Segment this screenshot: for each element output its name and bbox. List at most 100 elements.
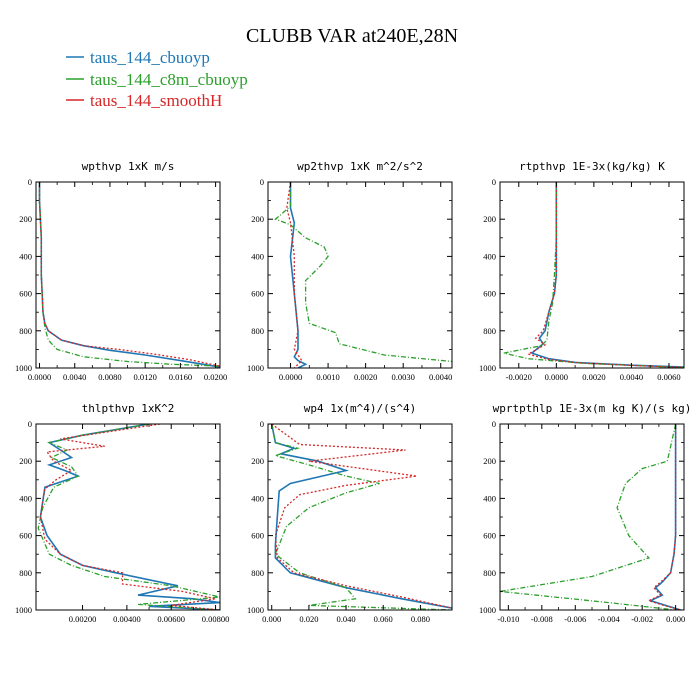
panel-2-ytick-label: 400 [483, 251, 496, 261]
panel-1-series-0 [289, 182, 308, 368]
panel-2: rtpthvp 1E-3x(kg/kg) K 0 200 400 600 800 1000-… [479, 160, 685, 382]
panel-1-ytick-label: 200 [251, 214, 264, 224]
panel-4-title: wp4 1x(m^4)/(s^4) [304, 402, 417, 415]
panel-5-ytick-label: 1000 [479, 605, 496, 615]
panel-2-xtick-label: 0.0020 [582, 372, 605, 382]
panel-5-ytick-label: 200 [483, 456, 496, 466]
panel-4-series-0 [270, 424, 452, 609]
panel-1: wp2thvp 1xK m^2/s^2 0 200 400 600 800 1000 0.00… [247, 160, 453, 382]
legend-label-1: taus_144_c8m_cbuoyp [90, 70, 248, 89]
panel-4-series-2 [271, 424, 452, 609]
panel-4-xtick-label: 0.060 [374, 614, 393, 624]
legend: taus_144_cbuoyp taus_144_c8m_cbuoyp taus… [66, 48, 248, 110]
panel-0-ytick-label: 800 [19, 326, 32, 336]
panel-4-xtick-label: 0.020 [299, 614, 318, 624]
panel-5-frame [499, 423, 685, 611]
panel-0-ytick-label: 1000 [15, 363, 32, 373]
panel-5-ytick-label: 600 [483, 531, 496, 541]
panel-1-xtick-label: 0.0040 [429, 372, 452, 382]
panel-3-series-1 [37, 424, 220, 610]
panel-1-ytick-label: 400 [251, 251, 264, 261]
panel-2-xtick-label: 0.0040 [620, 372, 643, 382]
panel-4-ytick-label: 800 [251, 568, 264, 578]
panel-1-xtick-label: 0.0020 [354, 372, 377, 382]
panel-5-xtick-label: -0.010 [497, 614, 519, 624]
panel-3: thlpthvp 1xK^2 0 200 400 600 800 1000 0.00200 0.… [15, 402, 229, 624]
panel-2-ytick-label: 0 [492, 177, 496, 187]
panel-5-xtick-label: -0.008 [531, 614, 553, 624]
panel-1-ytick-label: 1000 [247, 363, 264, 373]
panel-5-xtick-label: -0.006 [564, 614, 586, 624]
panel-2-title: rtpthvp 1E-3x(kg/kg) K [519, 160, 665, 173]
panel-4-xtick-label: 0.000 [262, 614, 281, 624]
panel-5-ytick-label: 400 [483, 493, 496, 503]
panel-0-series-0 [38, 182, 220, 368]
legend-label-0: taus_144_cbuoyp [90, 48, 210, 67]
panel-1-series-2 [286, 182, 303, 368]
panel-0-title: wpthvp 1xK m/s [82, 160, 175, 173]
panel-0-ytick-label: 400 [19, 251, 32, 261]
panel-1-ytick-label: 0 [260, 177, 264, 187]
panel-3-ytick-label: 600 [19, 531, 32, 541]
panel-3-title: thlpthvp 1xK^2 [82, 402, 175, 415]
panel-3-ytick-label: 400 [19, 493, 32, 503]
figure-title: CLUBB VAR at240E,28N [246, 25, 458, 47]
panel-0-xtick-label: 0.0000 [28, 372, 51, 382]
panel-3-ytick-label: 0 [28, 419, 32, 429]
panel-2-frame [499, 181, 685, 369]
panel-4-xtick-label: 0.040 [336, 614, 355, 624]
panel-0-xtick-label: 0.0080 [98, 372, 121, 382]
panel-4-ytick-label: 1000 [247, 605, 264, 615]
panel-2-ytick-label: 800 [483, 326, 496, 336]
panel-0-xtick-label: 0.0040 [63, 372, 86, 382]
panel-1-xtick-label: 0.0010 [316, 372, 339, 382]
panel-5-series-1 [500, 424, 677, 610]
panel-1-ytick-label: 600 [251, 289, 264, 299]
panel-4-xtick-label: 0.080 [411, 614, 430, 624]
panel-1-xtick-label: 0.0000 [279, 372, 302, 382]
panel-0-ytick-label: 0 [28, 177, 32, 187]
panel-3-series-0 [39, 424, 220, 610]
panel-2-ytick-label: 1000 [479, 363, 496, 373]
panel-1-xtick-label: 0.0030 [391, 372, 414, 382]
panel-5-series-2 [647, 424, 681, 610]
panel-0-ytick-label: 600 [19, 289, 32, 299]
panel-4-ytick-label: 200 [251, 456, 264, 466]
legend-label-2: taus_144_smoothH [90, 91, 222, 110]
panel-0-xtick-label: 0.0120 [133, 372, 156, 382]
panel-2-ytick-label: 600 [483, 289, 496, 299]
panel-3-ytick-label: 200 [19, 456, 32, 466]
panel-5-xtick-label: 0.000 [666, 614, 685, 624]
panel-4-ytick-label: 600 [251, 531, 264, 541]
panel-2-series-1 [503, 182, 684, 368]
panel-5-xtick-label: -0.004 [598, 614, 621, 624]
panel-4-frame [267, 423, 453, 611]
panel-1-frame [267, 181, 453, 369]
panel-2-xtick-label: 0.0000 [545, 372, 568, 382]
panel-1-series-1 [274, 182, 452, 363]
panel-0-series-2 [38, 182, 220, 367]
panel-1-title: wp2thvp 1xK m^2/s^2 [297, 160, 423, 173]
panel-3-xtick-label: 0.00600 [157, 614, 185, 624]
panel-3-xtick-label: 0.00200 [69, 614, 97, 624]
panel-3-xtick-label: 0.00800 [202, 614, 230, 624]
panel-4-ytick-label: 0 [260, 419, 264, 429]
panel-2-xtick-label: -0.0020 [506, 372, 532, 382]
panel-2-xtick-label: 0.0060 [657, 372, 680, 382]
panel-0-series-1 [38, 182, 220, 367]
panel-3-series-2 [39, 424, 220, 610]
panel-4-series-1 [271, 424, 452, 610]
panel-0-xtick-label: 0.0200 [204, 372, 227, 382]
panel-3-xtick-label: 0.00400 [113, 614, 141, 624]
panel-3-ytick-label: 800 [19, 568, 32, 578]
panel-5-ytick-label: 800 [483, 568, 496, 578]
panel-2-series-2 [526, 182, 684, 368]
panel-2-ytick-label: 200 [483, 214, 496, 224]
panel-4-ytick-label: 400 [251, 493, 264, 503]
panel-1-ytick-label: 800 [251, 326, 264, 336]
panel-0-ytick-label: 200 [19, 214, 32, 224]
